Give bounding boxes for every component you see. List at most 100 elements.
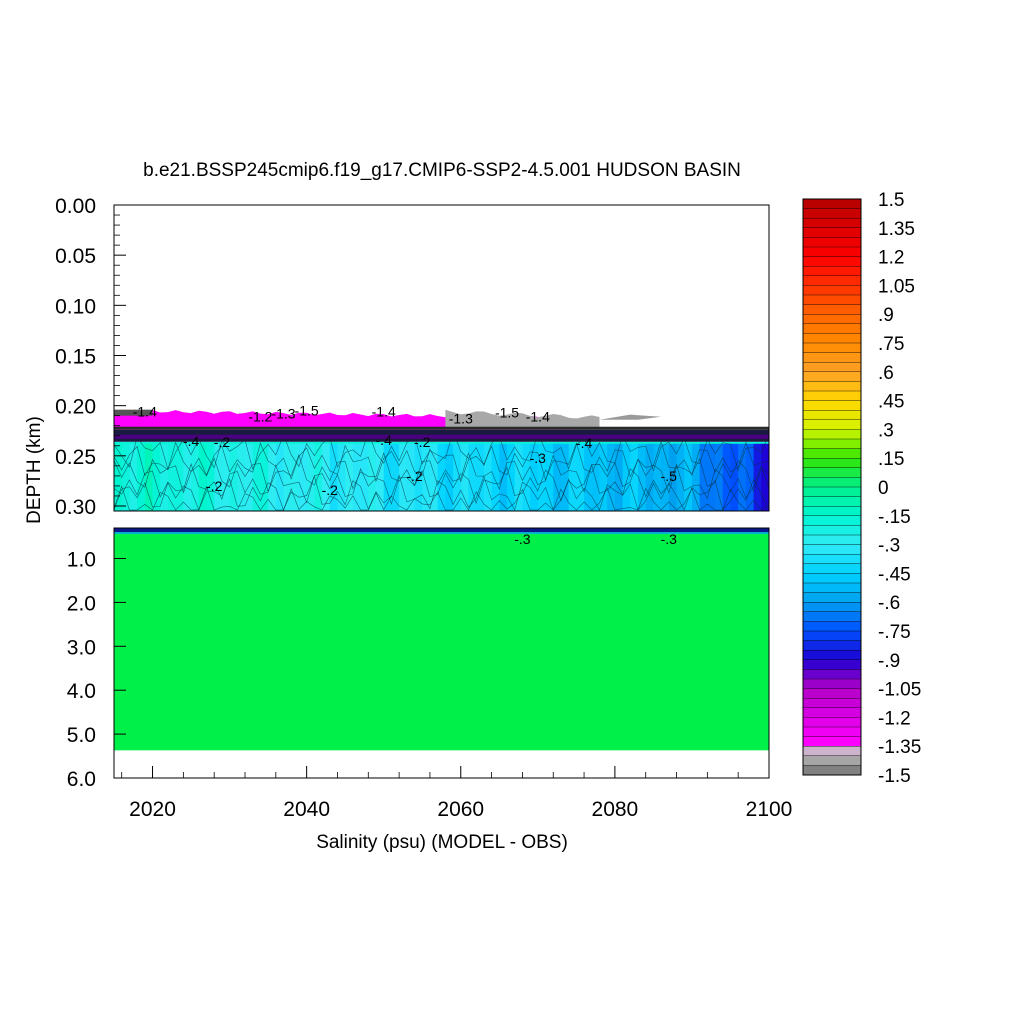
colorbar-segment	[802, 582, 862, 594]
top-contour-band	[114, 528, 769, 533]
colorbar-segment	[802, 477, 862, 488]
colorbar-segment	[802, 592, 862, 603]
salinity-column	[638, 443, 647, 511]
salinity-column	[260, 443, 269, 511]
colorbar-segment	[802, 506, 862, 517]
colorbar-segment	[802, 554, 862, 565]
colorbar-label: 0	[878, 478, 889, 499]
salinity-column	[291, 443, 300, 511]
colorbar-segment	[802, 563, 862, 574]
salinity-column	[314, 443, 323, 511]
colorbar-segment	[802, 400, 862, 411]
salinity-column	[275, 443, 285, 511]
colorbar-segment	[802, 285, 862, 296]
salinity-column	[214, 443, 223, 511]
colorbar-segment	[802, 669, 862, 680]
colorbar-segment	[802, 294, 862, 306]
colorbar-label: 1.2	[878, 248, 904, 269]
y-tick-label: 0.05	[55, 245, 96, 268]
colorbar-label: -1.2	[878, 708, 911, 729]
colorbar-label: .45	[878, 392, 904, 413]
lower-y-axis: 1.0 2.0 3.0 4.0 5.0 6.0	[67, 549, 126, 791]
salinity-column	[198, 443, 208, 511]
contour-label: -.5	[661, 468, 678, 484]
colorbar-segment	[802, 227, 862, 238]
salinity-column	[298, 443, 308, 511]
colorbar-label: -.45	[878, 564, 911, 585]
salinity-column	[614, 443, 624, 511]
salinity-column	[668, 443, 678, 511]
lower-contour-labels: -.3 -.3	[514, 531, 677, 547]
chart-title: b.e21.BSSP245cmip6.f19_g17.CMIP6-SSP2-4.…	[143, 160, 741, 181]
colorbar-segment	[802, 496, 862, 507]
colorbar-segment	[802, 419, 862, 430]
colorbar-segment	[802, 573, 862, 584]
contour-label: -1.3	[449, 411, 473, 427]
salinity-column	[306, 443, 315, 511]
salinity-column	[537, 443, 547, 511]
salinity-column	[152, 443, 161, 511]
salinity-column	[691, 443, 701, 511]
halocline-band-inner	[114, 434, 769, 439]
salinity-column	[283, 443, 292, 511]
colorbar-segment	[802, 217, 862, 229]
colorbar-segment	[802, 688, 862, 699]
salinity-column	[499, 443, 508, 511]
salinity-column	[383, 443, 393, 511]
salinity-column	[676, 443, 685, 511]
colorbar-segment	[802, 381, 862, 392]
contour-label: -1.4	[372, 404, 396, 420]
colorbar-segment	[802, 390, 862, 402]
contour-label: -.4	[183, 433, 200, 449]
colorbar-label: 1.05	[878, 276, 915, 297]
colorbar-segment	[802, 371, 862, 382]
colorbar-segment	[802, 746, 862, 757]
salinity-column	[167, 443, 177, 511]
colorbar-segment	[802, 429, 862, 440]
salinity-column	[391, 443, 400, 511]
salinity-column	[722, 443, 732, 511]
contour-label: -1.5	[295, 403, 319, 419]
colorbar-segment	[802, 611, 862, 622]
colorbar-label: -.15	[878, 507, 911, 528]
salinity-column	[591, 443, 601, 511]
salinity-column	[237, 443, 246, 511]
colorbar-label: -.75	[878, 622, 911, 643]
salinity-column	[144, 443, 154, 511]
contour-label: -.2	[206, 478, 223, 494]
salinity-column	[191, 443, 200, 511]
salinity-column	[599, 443, 608, 511]
salinity-column	[699, 443, 708, 511]
y-tick-label: 4.0	[67, 680, 96, 703]
contour-line	[114, 440, 769, 483]
contour-label: -1.4	[133, 404, 157, 420]
contour-label: -1.2	[248, 409, 272, 425]
colorbar-segment	[802, 726, 862, 738]
dark-stripe	[114, 426, 769, 430]
x-tick-label: 2020	[129, 798, 176, 821]
colorbar-label: -1.35	[878, 737, 921, 758]
colorbar-segment	[802, 246, 862, 258]
x-tick-label: 2060	[437, 798, 484, 821]
salinity-column	[576, 443, 585, 511]
salinity-column	[761, 443, 769, 511]
lower-panel: -.3 -.3 1.02.03.04.05.06.0 2020 2040 2060 20…	[67, 527, 792, 821]
colorbar-label: .75	[878, 334, 904, 355]
salinity-column	[183, 443, 192, 511]
colorbar-segment	[802, 525, 862, 536]
salinity-column	[684, 443, 693, 511]
contour-label: -.2	[414, 434, 431, 450]
colorbar-segment	[802, 765, 862, 776]
colorbar-segment	[802, 266, 862, 277]
y-tick-label: 6.0	[67, 768, 96, 791]
salinity-column	[345, 443, 354, 511]
colorbar-segment	[802, 448, 862, 459]
colorbar-segment	[802, 438, 862, 450]
contour-label: -.2	[322, 482, 339, 498]
salinity-column	[206, 443, 215, 511]
colorbar-segment	[802, 659, 862, 670]
colorbar-segment	[802, 630, 862, 642]
salinity-column	[399, 443, 408, 511]
salinity-column	[476, 443, 485, 511]
salinity-column	[522, 443, 531, 511]
